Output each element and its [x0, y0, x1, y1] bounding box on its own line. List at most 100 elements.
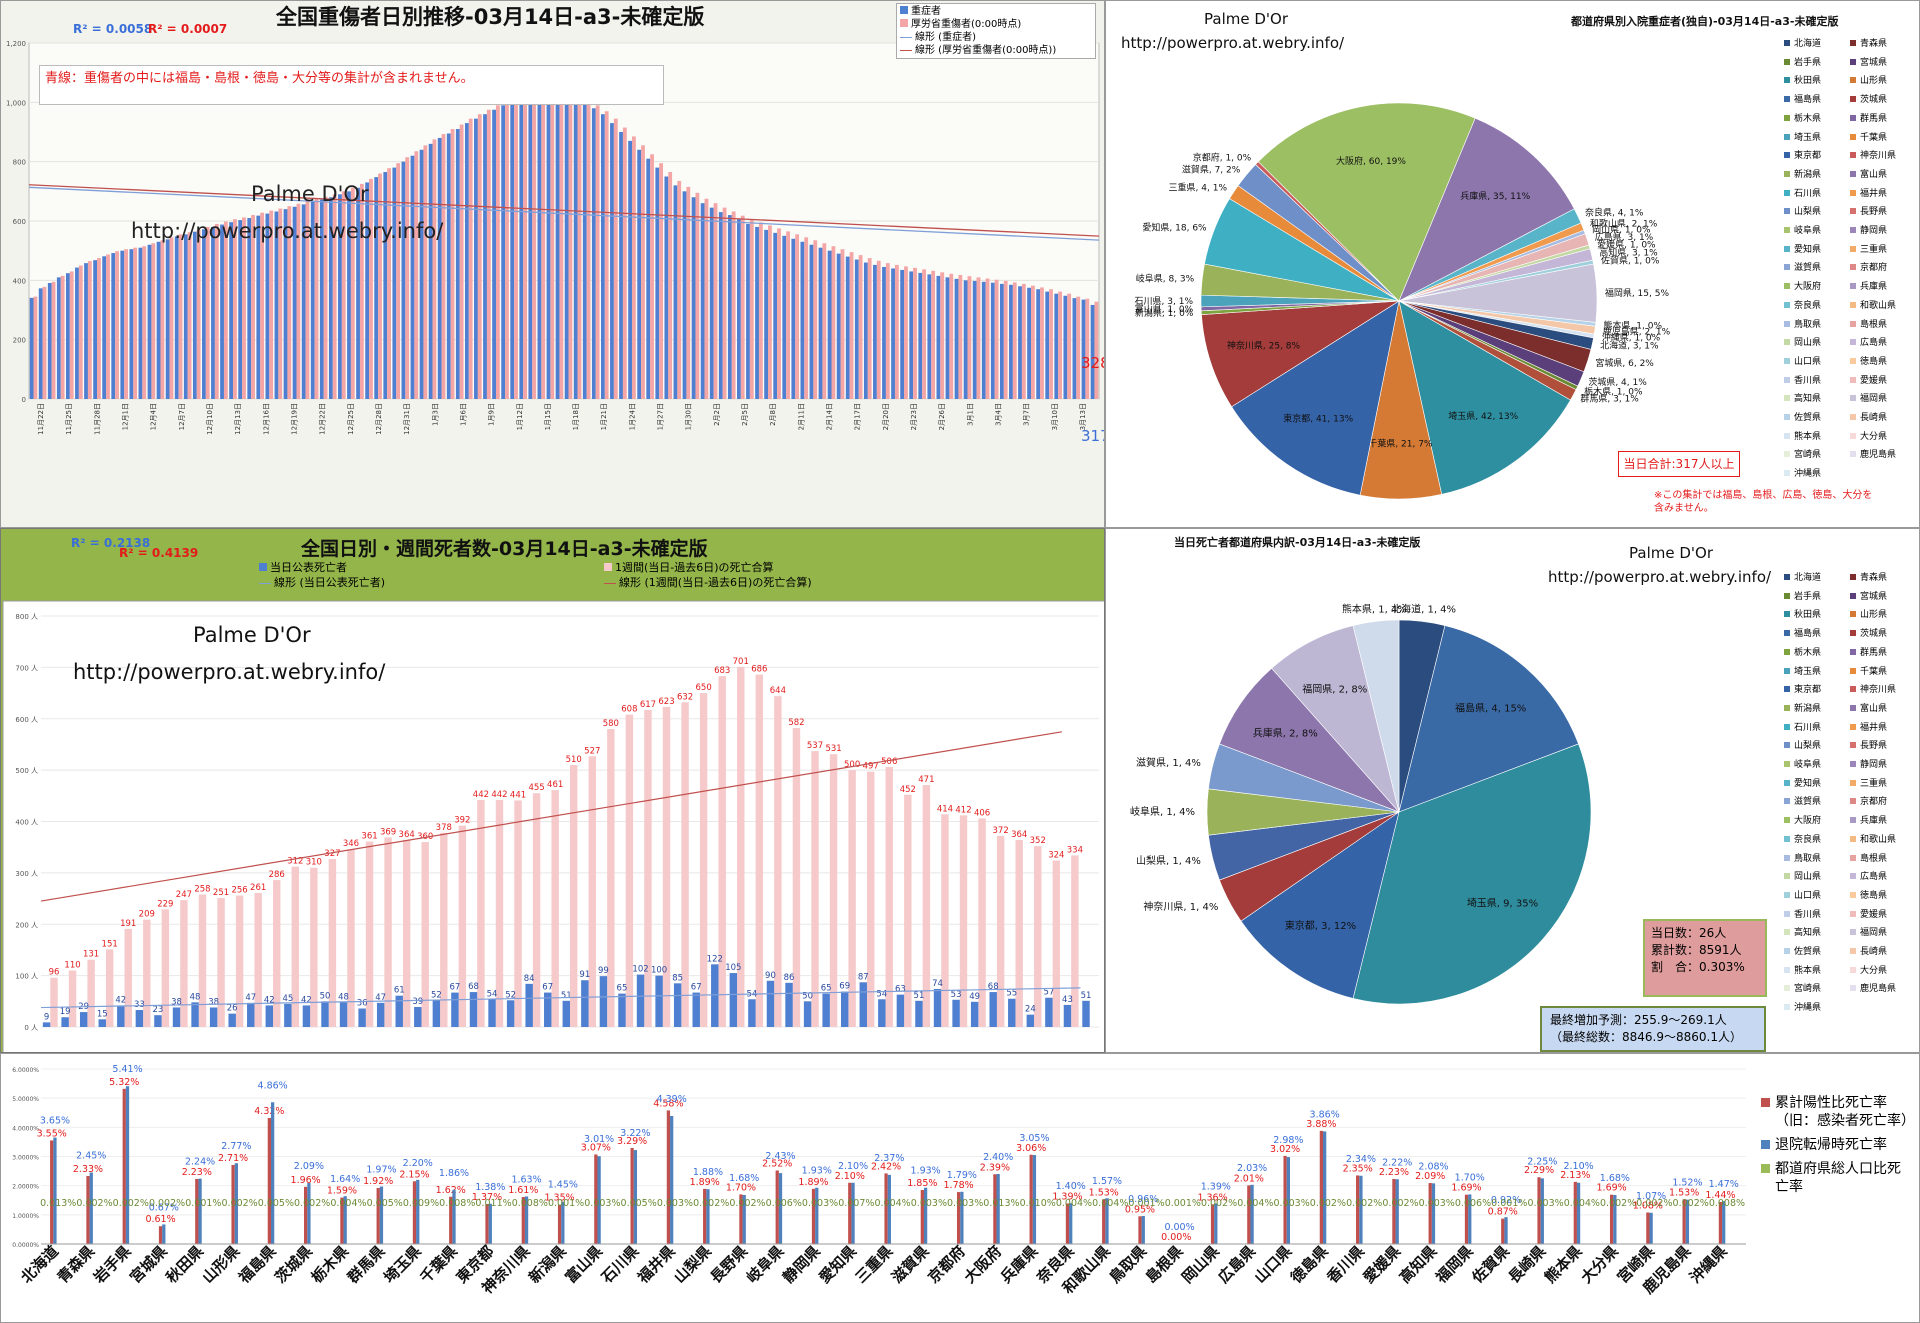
legend-swatch	[1850, 686, 1856, 693]
rate-label-2: 0.002%	[1382, 1198, 1418, 1209]
rate-label-2: 0.013%	[983, 1198, 1019, 1209]
mhlw-severe-bar	[894, 264, 899, 399]
prefsev-slice	[1257, 102, 1476, 302]
category-label: 群馬県	[344, 1242, 389, 1287]
severe-bar	[419, 149, 424, 399]
rates-legend: 累計陽性比死亡率（旧：感染者死亡率） 退院転帰時死亡率 都道府県総人口比死亡率	[1761, 1094, 1915, 1196]
rate-label-2: 0.003%	[584, 1198, 620, 1209]
legend-swatch	[1784, 451, 1790, 458]
prefsev-legend-item: 福岡県	[1850, 390, 1887, 409]
mhlw-severe-bar	[740, 215, 745, 399]
daily-death-label: 86	[784, 973, 795, 983]
severe-bar	[882, 266, 886, 399]
rate-bar-0	[1283, 1155, 1287, 1244]
severe-bar	[1045, 291, 1050, 399]
rate-label-0: 2.35%	[1343, 1163, 1373, 1174]
deaths-r2-blue: R² = 0.2138	[71, 536, 151, 550]
mhlw-severe-bar	[441, 134, 446, 399]
legend-label: 鳥取県	[1794, 853, 1822, 864]
daily-death-label: 51	[914, 991, 925, 1001]
legend-label: 佐賀県	[1794, 413, 1822, 423]
legend-swatch	[1850, 742, 1856, 749]
mhlw-severe-bar	[568, 90, 573, 399]
y-tick-label: 1,000	[6, 99, 26, 107]
legend-swatch	[1850, 414, 1856, 420]
rate-bar-1	[1540, 1178, 1544, 1244]
severe-bar	[972, 280, 977, 399]
weekly-death-label: 261	[250, 883, 266, 893]
legend-label: 千葉県	[1860, 666, 1888, 677]
rates-legend-label: 都道府県総人口比死亡率	[1775, 1161, 1901, 1195]
severe-bar	[265, 213, 270, 399]
daily-death-label: 45	[282, 994, 293, 1004]
x-tick-label: 3月1日	[966, 403, 974, 426]
rate-bar-1	[923, 1187, 928, 1244]
x-tick-label: 12月25日	[347, 403, 355, 435]
rate-bar-1	[198, 1178, 202, 1244]
severe-legend-label: 重症者	[911, 6, 941, 17]
legend-swatch	[1850, 779, 1856, 786]
daily-death-label: 67	[450, 983, 461, 993]
legend-label: 大分県	[1860, 965, 1888, 976]
rate-label-1: 1.40%	[1056, 1181, 1086, 1192]
daily-death-bar	[358, 1008, 366, 1027]
legend-swatch	[1850, 798, 1856, 805]
prefsev-slice-label: 北海道, 3, 1%	[1600, 339, 1659, 351]
rate-label-1: 1.68%	[729, 1173, 759, 1184]
legend-label: 東京都	[1794, 151, 1822, 162]
rate-label-2: 0.002%	[693, 1198, 729, 1209]
prefsev-legend-item: 大分県	[1850, 428, 1887, 447]
prefdeath-legend-item: 神奈川県	[1850, 681, 1896, 699]
y-tick-label: 0	[22, 396, 26, 404]
legend-label: 福井県	[1860, 722, 1888, 733]
rate-bar-0	[1464, 1194, 1469, 1244]
legend-label: 佐賀県	[1794, 947, 1822, 957]
daily-death-bar	[859, 982, 867, 1027]
daily-death-bar	[562, 1000, 570, 1027]
legend-swatch	[1784, 395, 1790, 402]
category-label: 青森県	[54, 1242, 99, 1287]
mhlw-severe-bar	[260, 212, 265, 399]
severe-bar	[256, 215, 261, 399]
severe-bar	[229, 222, 234, 399]
mhlw-severe-bar	[332, 194, 337, 399]
rate-bar-0	[594, 1154, 598, 1244]
rate-label-0: 1.92%	[363, 1176, 393, 1187]
rate-label-0: 1.69%	[1597, 1183, 1627, 1194]
legend-swatch	[1784, 339, 1790, 346]
x-tick-label: 1月12日	[516, 403, 524, 430]
daily-death-label: 42	[115, 995, 126, 1005]
prefdeath-legend-item: 兵庫県	[1850, 812, 1887, 830]
daily-death-bar	[1063, 1004, 1072, 1027]
severe-bar	[1090, 304, 1095, 399]
mhlw-severe-bar	[604, 111, 609, 399]
prefsev-slice	[1398, 300, 1571, 495]
rate-label-1: 3.65%	[40, 1116, 70, 1127]
legend-swatch	[1784, 470, 1790, 477]
prefdeath-legend-item: 福岡県	[1850, 924, 1887, 942]
daily-death-bar	[766, 980, 775, 1027]
severe-bar	[247, 218, 252, 399]
daily-death-label: 102	[632, 965, 648, 975]
daily-death-bar	[506, 1000, 515, 1027]
prefdeath-legend-item: 島根県	[1850, 850, 1887, 868]
prefdeath-legend-item: 長野県	[1850, 737, 1887, 755]
severe-bar	[519, 100, 524, 399]
daily-death-label: 54	[487, 989, 498, 999]
prefdeath-legend-item: 青森県	[1850, 569, 1887, 587]
rate-bar-0	[884, 1173, 888, 1244]
category-label: 京都府	[924, 1242, 969, 1287]
rate-label-1: 0.96%	[1128, 1194, 1158, 1205]
severe-bar	[464, 123, 469, 399]
daily-death-label: 67	[542, 983, 553, 993]
rate-label-0: 3.29%	[617, 1136, 647, 1147]
legend-label: 富山県	[1860, 703, 1888, 714]
mhlw-severe-bar	[1085, 298, 1090, 399]
mhlw-severe-bar	[42, 286, 47, 399]
rate-label-1: 2.25%	[1527, 1156, 1557, 1167]
legend-swatch	[1784, 376, 1790, 383]
rate-label-2: 0.003%	[657, 1198, 693, 1209]
rate-bar-0	[521, 1197, 525, 1244]
legend-swatch	[1784, 630, 1790, 637]
legend-label: 青森県	[1860, 573, 1888, 583]
